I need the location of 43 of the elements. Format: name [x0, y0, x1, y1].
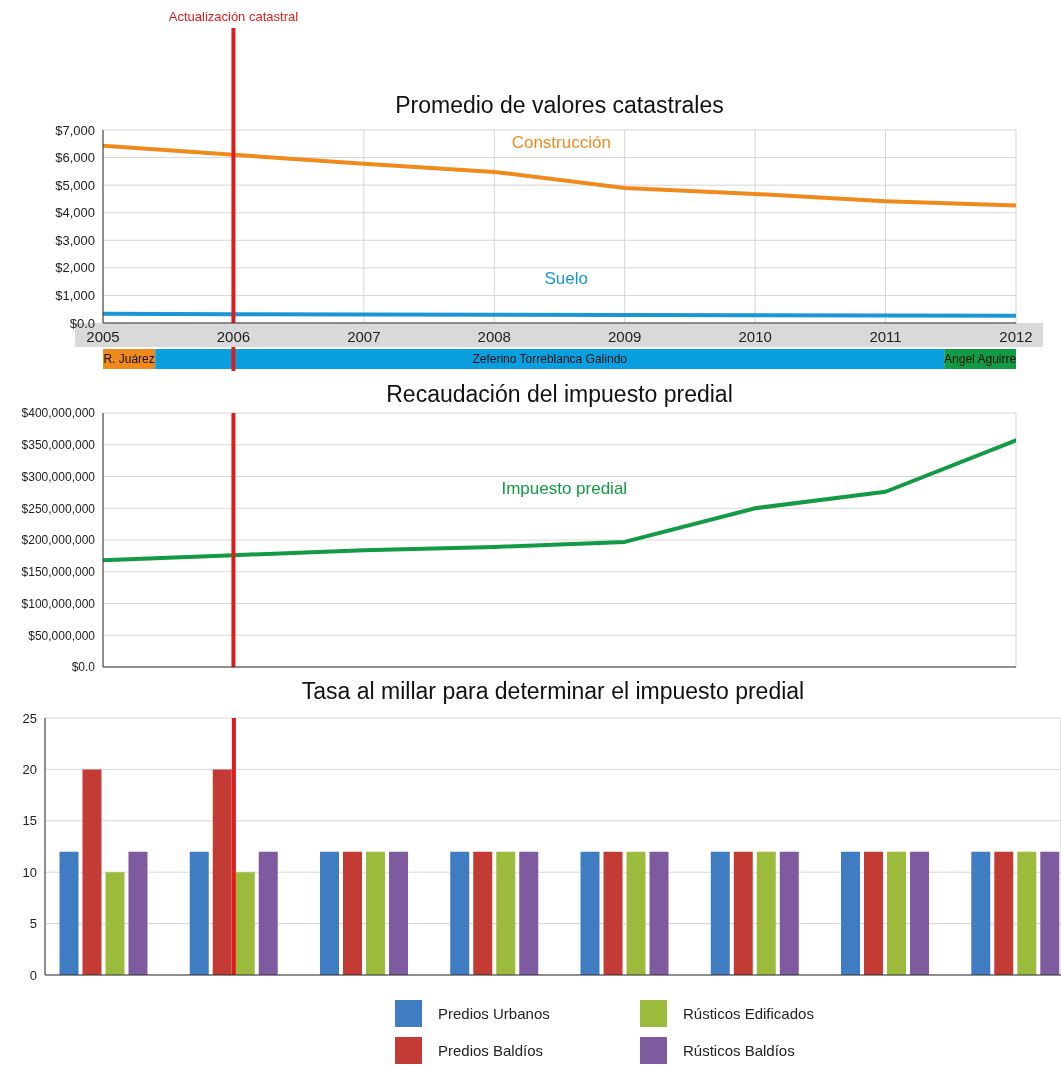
- y-tick-label: 20: [22, 762, 37, 778]
- series-label: Suelo: [544, 268, 589, 288]
- legend-label: Rústicos Baldíos: [683, 1042, 795, 1059]
- chart-title: Promedio de valores catastrales: [394, 92, 725, 119]
- chart-title: Recaudación del impuesto predial: [385, 381, 734, 408]
- y-tick-label: $400,000,000: [21, 406, 96, 421]
- y-tick-label: $7,000: [55, 122, 95, 138]
- x-tick-label: 2008: [477, 327, 511, 345]
- y-tick-label: $200,000,000: [21, 533, 96, 548]
- chart-title: Tasa al millar para determinar el impuesto predial: [300, 678, 806, 705]
- x-tick-label: 2010: [738, 327, 772, 345]
- y-tick-label: $350,000,000: [21, 438, 96, 453]
- x-tick-label: 2007: [347, 327, 381, 345]
- y-tick-label: $300,000,000: [21, 469, 96, 484]
- x-tick-label: 2006: [216, 327, 251, 345]
- text: Impuesto predial: [501, 478, 628, 498]
- legend-label: Predios Baldíos: [438, 1042, 544, 1059]
- y-tick-label: $1,000: [55, 288, 95, 304]
- y-tick-label: 15: [22, 813, 37, 829]
- y-tick-label: $50,000,000: [28, 628, 96, 643]
- y-tick-label: $2,000: [55, 260, 95, 276]
- y-tick-label: 0: [29, 967, 37, 983]
- legend-label: Rústicos Edificados: [683, 1005, 814, 1022]
- y-tick-label: 5: [29, 916, 37, 932]
- series-label: Zeferino Torreblanca Galindo: [472, 352, 628, 366]
- y-tick-label: $250,000,000: [21, 501, 96, 516]
- x-tick-label: 2012: [999, 327, 1033, 345]
- y-tick-label: 10: [22, 864, 37, 880]
- legend-label: Predios Urbanos: [438, 1005, 550, 1022]
- x-tick-label: 2009: [608, 327, 642, 345]
- series-label: Angel Aguirre: [944, 352, 1017, 366]
- series-label: Construcción: [511, 132, 611, 152]
- ref-line-label: Actualización catastral: [168, 9, 299, 24]
- y-tick-label: $4,000: [55, 205, 95, 221]
- y-tick-label: 25: [22, 710, 37, 726]
- y-tick-label: $100,000,000: [21, 596, 96, 611]
- y-tick-label: $3,000: [55, 232, 95, 248]
- x-tick-label: 2011: [869, 327, 902, 345]
- y-tick-label: $5,000: [55, 177, 95, 193]
- series-label: R. Juárez: [103, 352, 155, 366]
- y-tick-label: $6,000: [55, 150, 95, 166]
- y-tick-label: $0.0: [71, 660, 96, 675]
- y-tick-label: $150,000,000: [21, 565, 96, 580]
